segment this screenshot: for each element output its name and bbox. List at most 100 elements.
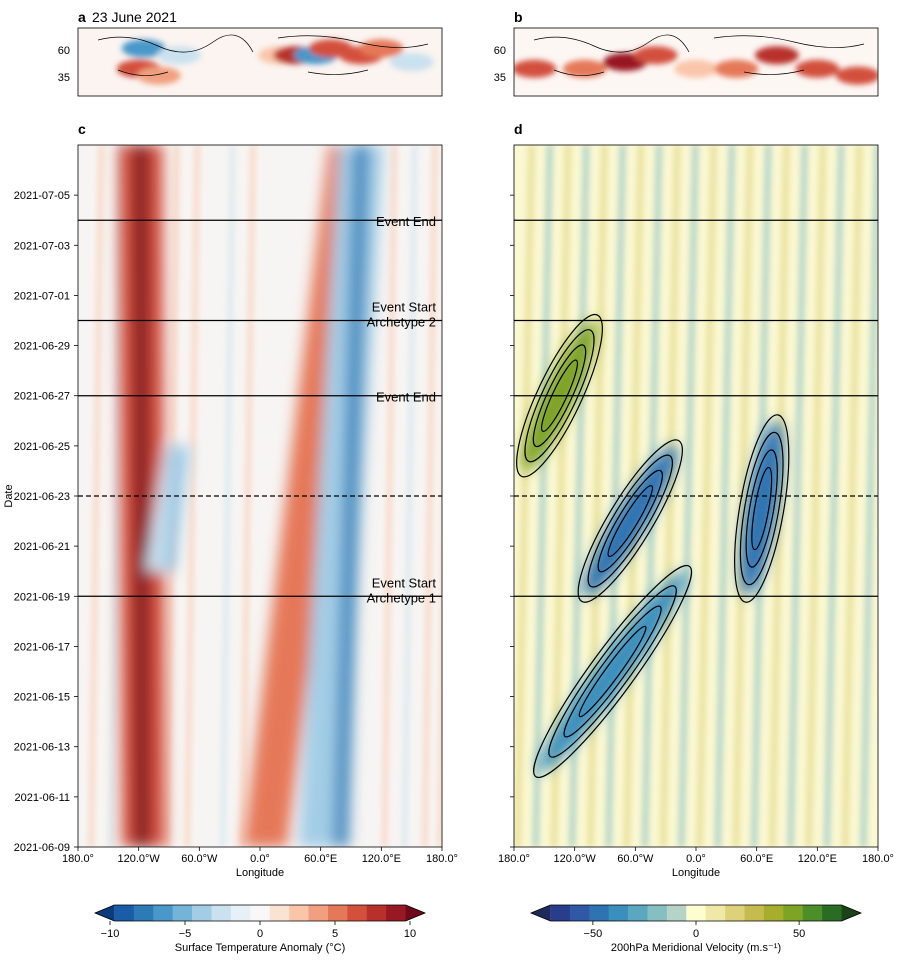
- contour-line: [577, 439, 684, 603]
- colorbar-temperature-label: Surface Temperature Anomaly (°C): [175, 942, 346, 954]
- contour-line: [597, 469, 663, 573]
- contour-line: [516, 313, 603, 478]
- event-line-label: Event Start: [372, 575, 437, 590]
- colorbar-swatch: [550, 905, 571, 921]
- contour-line: [532, 344, 587, 448]
- ytick-label: 2021-06-13: [14, 742, 70, 754]
- panel-a-map: [78, 28, 442, 96]
- map-anomaly-blob: [714, 59, 759, 78]
- colorbar-swatch: [250, 905, 271, 921]
- panel-a-label: a: [78, 9, 86, 25]
- xtick-label: 0.0°: [250, 853, 270, 865]
- panel-b: b 60 35: [494, 9, 879, 97]
- colorbar-swatch: [133, 905, 154, 921]
- colorbar-swatch: [628, 905, 648, 921]
- map-anomaly-blob: [514, 59, 557, 78]
- colorbar-swatch: [608, 905, 629, 921]
- map-coastlines: [97, 34, 429, 76]
- colorbar-swatch: [647, 905, 668, 921]
- map-anomaly-blob: [359, 39, 404, 58]
- colorbar-velocity: −50 0 50: [529, 904, 863, 940]
- map-anomaly-blob: [835, 66, 878, 85]
- colorbar-swatch: [841, 905, 861, 921]
- contour-line: [533, 564, 693, 779]
- colorbar-swatch: [269, 905, 290, 921]
- panel-d-contours: [516, 313, 790, 779]
- contour-line: [745, 449, 778, 568]
- map-anomaly-blob: [121, 39, 166, 58]
- ytick-label: 2021-07-03: [14, 240, 70, 252]
- colorbar-swatch: [725, 905, 746, 921]
- panel-a-ytick-35: 35: [58, 72, 70, 84]
- contour-line: [578, 625, 647, 718]
- map-anomaly-blob: [562, 59, 607, 78]
- panel-b-ytick-60: 60: [494, 45, 506, 57]
- map-anomaly-blob: [795, 59, 840, 78]
- contour-line: [587, 454, 673, 588]
- contour-line: [524, 329, 595, 463]
- colorbar-swatch: [211, 905, 232, 921]
- anomaly-core: [164, 445, 185, 572]
- ytick-label: 2021-06-17: [14, 641, 70, 653]
- colorbar-swatch: [308, 905, 329, 921]
- map-anomaly-blob: [136, 66, 181, 85]
- colorbar-velocity-label: 200hPa Meridional Velocity (m.s⁻¹): [611, 942, 781, 954]
- xtick-label: 180.0°: [498, 853, 530, 865]
- colorbar-swatch: [95, 905, 115, 921]
- contour-line: [548, 585, 677, 758]
- colorbar-tick-label: −10: [101, 928, 120, 940]
- contour-line: [607, 485, 654, 558]
- ytick-label: 2021-06-15: [14, 692, 70, 704]
- map-anomaly-blob: [674, 59, 718, 78]
- panel-b-label: b: [514, 9, 523, 25]
- ytick-label: 2021-06-23: [14, 491, 70, 503]
- colorbar-swatch: [405, 905, 425, 921]
- panel-b-map: [514, 28, 878, 96]
- colorbar-swatch: [822, 905, 843, 921]
- panel-d-xlabel: Longitude: [672, 867, 720, 879]
- colorbar-swatch: [386, 905, 407, 921]
- ytick-label: 2021-06-11: [15, 792, 70, 804]
- xtick-label: 180.0°: [62, 853, 94, 865]
- colorbar-swatch: [289, 905, 310, 921]
- xtick-label: 120.0°E: [362, 853, 401, 865]
- xtick-label: 180.0°: [862, 853, 894, 865]
- event-line-label: Event End: [376, 390, 436, 405]
- colorbar-tick-label: −50: [584, 928, 603, 940]
- colorbar-swatch: [153, 905, 174, 921]
- ytick-label: 2021-06-27: [14, 391, 70, 403]
- contour-line: [751, 466, 773, 551]
- colorbar-tick-label: 0: [257, 928, 263, 940]
- colorbar-swatch: [531, 905, 551, 921]
- colorbar-swatch: [172, 905, 193, 921]
- colorbar-tick-label: 10: [404, 928, 416, 940]
- contour-line: [739, 431, 784, 586]
- colorbar-tick-label: 5: [332, 928, 338, 940]
- panel-a-frame: [77, 27, 443, 97]
- event-line-label: Archetype 1: [367, 590, 436, 605]
- xtick-label: 0.0°: [686, 853, 706, 865]
- ytick-label: 2021-07-01: [14, 290, 70, 302]
- wave-packet: [739, 420, 784, 597]
- contour-line: [734, 414, 790, 603]
- map-anomaly-blob: [633, 46, 678, 65]
- panel-c-xticks: 180.0° 120.0°W 60.0°W 0.0° 60.0°E 120.0°E 180.…: [62, 847, 458, 865]
- panel-c-yticks: 2021-07-05 2021-07-03 2021-07-01 2021-06-29…: [14, 190, 78, 854]
- colorbar-swatch: [783, 905, 804, 921]
- panel-b-frame: [513, 27, 879, 97]
- colorbar-swatch: [327, 905, 348, 921]
- panel-b-ytick-35: 35: [494, 72, 506, 84]
- panel-a: a 23 June 2021 60 35: [58, 9, 443, 97]
- event-line-label: Event Start: [372, 300, 437, 315]
- contour-line: [563, 605, 662, 738]
- ytick-label: 2021-06-29: [14, 341, 70, 353]
- colorbar-outline: [93, 904, 427, 922]
- panel-a-ytick-60: 60: [58, 45, 70, 57]
- xtick-label: 120.0°W: [554, 853, 597, 865]
- xtick-label: 120.0°W: [118, 853, 161, 865]
- colorbar-tick-label: −5: [179, 928, 192, 940]
- panel-d: d 180.0° 120.0°W 60.0°W 0.0° 60.0°E 120.0°E 18…: [498, 121, 894, 879]
